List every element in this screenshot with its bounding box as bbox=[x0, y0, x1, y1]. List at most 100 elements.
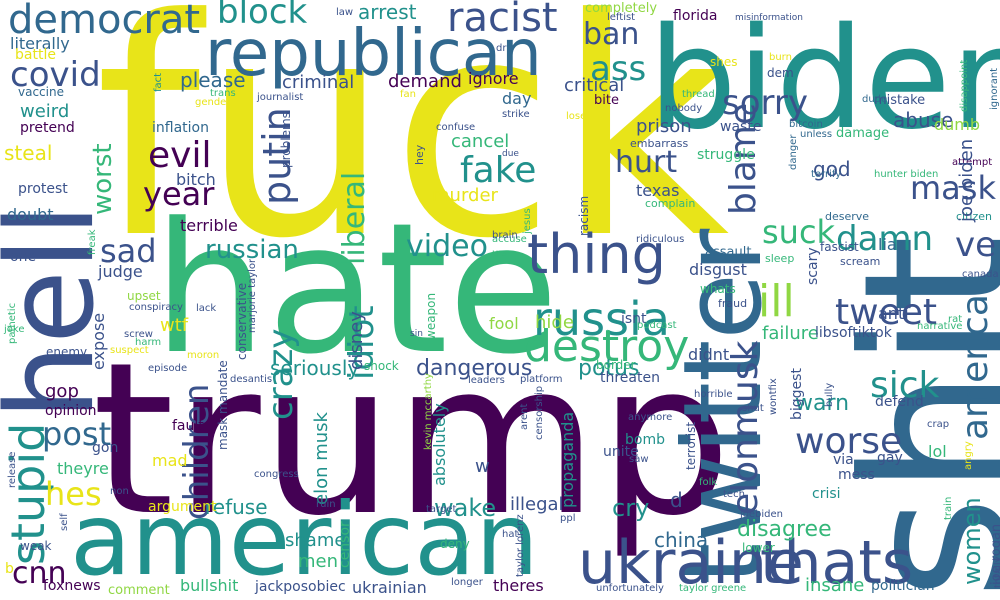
word-hate: hate bbox=[153, 185, 559, 394]
word-mask-mandate: mask mandate bbox=[216, 360, 230, 450]
word-absolutely: absolutely bbox=[430, 403, 449, 486]
word-danger: danger bbox=[788, 134, 799, 170]
word-d: d bbox=[670, 488, 683, 512]
word-mistake: mistake bbox=[874, 93, 926, 108]
word-censorship: censorship bbox=[534, 385, 545, 440]
word-arent: arent bbox=[519, 403, 530, 430]
word-racist: racist bbox=[447, 0, 558, 41]
word-dr: dr bbox=[496, 43, 507, 54]
word-joebiden: joebiden bbox=[740, 509, 784, 520]
word-potus: potus bbox=[578, 356, 640, 381]
word-sick: sick bbox=[870, 365, 940, 406]
word-ignorant: ignorant bbox=[989, 67, 1000, 110]
word-deny: deny bbox=[440, 537, 470, 551]
word-criminal: criminal bbox=[282, 72, 355, 93]
word-gon: gon bbox=[92, 440, 119, 456]
word-wontfix: wontfix bbox=[768, 378, 779, 415]
word-terrible: terrible bbox=[180, 216, 238, 235]
word-ignore: ignore bbox=[468, 69, 519, 88]
word-gender: gender bbox=[195, 97, 231, 108]
word-argument: argument bbox=[148, 499, 217, 515]
word-doubt: doubt bbox=[7, 205, 54, 224]
word-battle: battle bbox=[15, 47, 56, 63]
word-whats: whats bbox=[700, 282, 736, 296]
word-lower: lower bbox=[742, 541, 775, 555]
word-dangerous: dangerous bbox=[416, 356, 533, 381]
word-elon-musk: elon musk bbox=[311, 412, 332, 505]
word-american: american bbox=[70, 481, 539, 598]
word-hat: hat bbox=[502, 529, 519, 540]
word-dumb: dumb bbox=[934, 115, 981, 134]
word-border: border bbox=[596, 358, 636, 372]
word-problems: problems bbox=[279, 112, 293, 168]
word-shut: shut bbox=[742, 403, 764, 414]
word-ve: ve bbox=[955, 225, 997, 265]
word-post: post bbox=[42, 415, 112, 453]
word-protest: protest bbox=[18, 181, 68, 197]
word-liar: liar bbox=[878, 235, 904, 254]
word-enemy: enemy bbox=[46, 345, 88, 359]
word-horrible: horrible bbox=[694, 389, 733, 400]
word-men: men bbox=[298, 551, 339, 572]
word-weird: weird bbox=[20, 101, 70, 122]
word-bitch: bitch bbox=[176, 170, 216, 189]
word-non: non bbox=[110, 486, 129, 497]
word-pretend: pretend bbox=[20, 120, 75, 136]
word-folk: folk bbox=[699, 477, 718, 488]
word-joe-biden: joe biden bbox=[956, 138, 977, 222]
word-desantis: desantis bbox=[230, 374, 273, 385]
word-confuse: confuse bbox=[436, 122, 476, 133]
word-propaganda: propaganda bbox=[558, 411, 577, 508]
word-sorry: sorry bbox=[722, 83, 808, 123]
word-russian: russian bbox=[205, 235, 299, 265]
word-libsoftiktok: libsoftiktok bbox=[815, 325, 892, 341]
word-citizen: citizen bbox=[956, 210, 992, 223]
word-complain: complain bbox=[645, 197, 696, 210]
word-suck: suck bbox=[762, 213, 836, 251]
word-thread: thread bbox=[682, 89, 715, 100]
word-tweet: tweet bbox=[835, 292, 937, 333]
word-fault: fault bbox=[172, 418, 204, 434]
word-fact: fact bbox=[153, 72, 164, 92]
word-mess: mess bbox=[838, 467, 875, 483]
word-damage: damage bbox=[836, 126, 890, 141]
word-russia: russia bbox=[533, 292, 670, 346]
word-trump: trump bbox=[92, 317, 732, 562]
word-unless: unless bbox=[800, 129, 833, 140]
word-one: one bbox=[10, 249, 37, 265]
word-hunter-biden: hunter biden bbox=[874, 169, 939, 180]
word-unfortunately: unfortunately bbox=[596, 583, 664, 594]
word-taylor-lorenz: taylor lorenz bbox=[515, 514, 526, 577]
word-didnt: didnt bbox=[688, 345, 730, 364]
word-moron: moron bbox=[187, 350, 220, 361]
word-cnn: cnn bbox=[12, 556, 67, 591]
word-opinion: opinion bbox=[45, 403, 97, 419]
word-wtf: wtf bbox=[160, 315, 189, 336]
word-demand: demand bbox=[388, 71, 462, 92]
word-america: america bbox=[955, 294, 996, 440]
word-longer: longer bbox=[451, 577, 483, 588]
word-covid: covid bbox=[10, 55, 101, 95]
word-women: women bbox=[958, 497, 986, 585]
word-dude: dude bbox=[862, 94, 888, 105]
word-foxnews: foxnews bbox=[43, 578, 101, 594]
word-bullshit: bullshit bbox=[180, 576, 239, 595]
word-gop: gop bbox=[45, 381, 79, 402]
word-struggle: struggle bbox=[697, 147, 755, 163]
word-self: self bbox=[59, 513, 70, 531]
word-ukraine: ukraine bbox=[578, 528, 804, 598]
word-please: please bbox=[180, 68, 246, 92]
word-taylor-greene: taylor greene bbox=[679, 583, 747, 594]
word-congress: congress bbox=[254, 469, 299, 480]
word-fan: fan bbox=[400, 89, 416, 100]
word-crap: crap bbox=[927, 419, 950, 430]
word-worst: worst bbox=[88, 143, 118, 215]
word-rat: rat bbox=[948, 314, 963, 325]
word-scream: scream bbox=[840, 255, 881, 268]
word-disgust: disgust bbox=[689, 260, 747, 279]
word-censor: censor bbox=[337, 521, 353, 568]
word-unite: unite bbox=[603, 444, 639, 460]
word-biden: biden bbox=[648, 0, 1000, 161]
word-biggest: biggest bbox=[789, 368, 805, 420]
